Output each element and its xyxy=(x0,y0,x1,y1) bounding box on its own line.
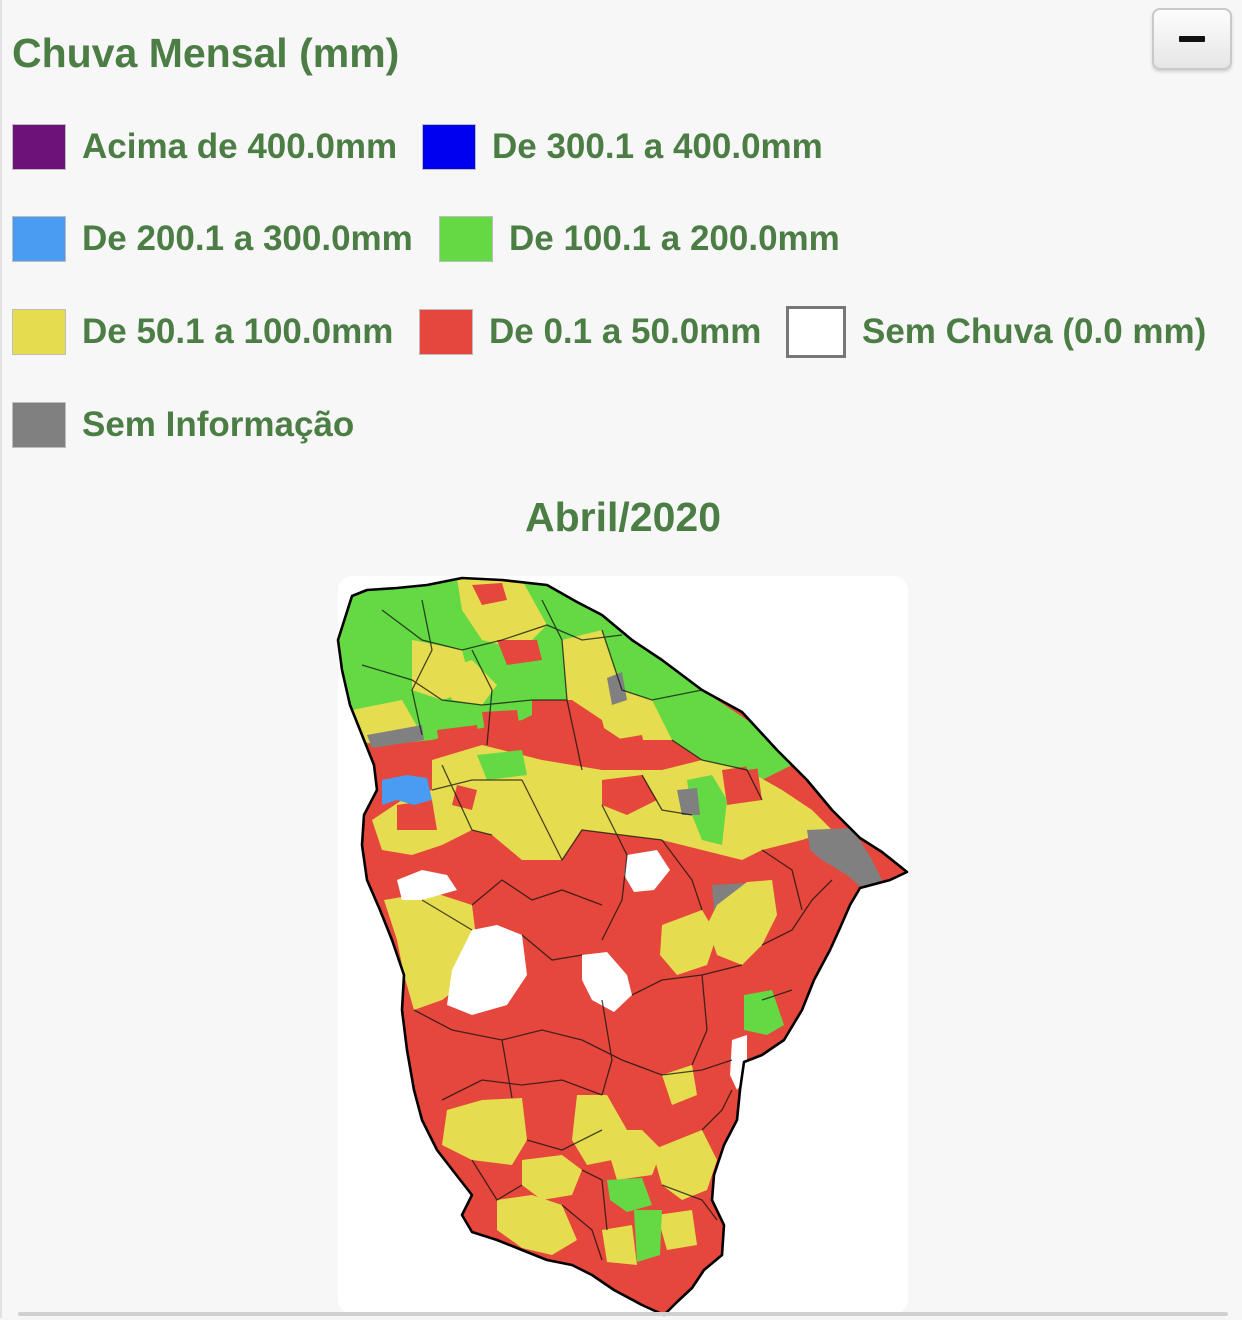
legend-swatch-purple xyxy=(12,124,66,170)
legend-item-above-400: Acima de 400.0mm xyxy=(12,122,397,172)
legend-swatch-green xyxy=(439,216,493,262)
legend-item-50-100: De 50.1 a 100.0mm xyxy=(12,307,393,357)
legend-label: De 50.1 a 100.0mm xyxy=(82,312,394,351)
legend-item-300-400: De 300.1 a 400.0mm xyxy=(422,122,823,172)
municipal-boundaries xyxy=(361,599,833,1261)
legend-label: De 300.1 a 400.0mm xyxy=(492,127,823,166)
legend-swatch-white xyxy=(786,306,846,358)
minus-icon xyxy=(1179,36,1205,42)
legend-item-100-200: De 100.1 a 200.0mm xyxy=(439,214,840,264)
map-title: Abril/2020 xyxy=(525,494,721,540)
legend-label: De 200.1 a 300.0mm xyxy=(82,219,413,258)
legend-item-0-50: De 0.1 a 50.0mm xyxy=(419,307,761,357)
legend-swatch-gray xyxy=(12,402,66,448)
legend-item-no-info: Sem Informação xyxy=(12,400,354,450)
legend-swatch-light-blue xyxy=(12,216,66,262)
legend-swatch-yellow xyxy=(12,309,66,355)
legend-label: De 100.1 a 200.0mm xyxy=(509,219,840,258)
legend-swatch-red xyxy=(419,309,473,355)
legend-item-200-300: De 200.1 a 300.0mm xyxy=(12,214,413,264)
state-outline xyxy=(336,576,909,1317)
legend-label: Acima de 400.0mm xyxy=(82,127,398,166)
bottom-divider xyxy=(18,1312,1228,1316)
legend-label: De 0.1 a 50.0mm xyxy=(489,312,762,351)
legend-label: Sem Informação xyxy=(82,405,355,444)
legend-label: Sem Chuva (0.0 mm) xyxy=(862,312,1207,351)
panel-title: Chuva Mensal (mm) xyxy=(12,30,400,76)
collapse-button[interactable] xyxy=(1152,8,1232,70)
legend-item-no-rain: Sem Chuva (0.0 mm) xyxy=(786,306,1207,358)
legend-swatch-blue xyxy=(422,124,476,170)
